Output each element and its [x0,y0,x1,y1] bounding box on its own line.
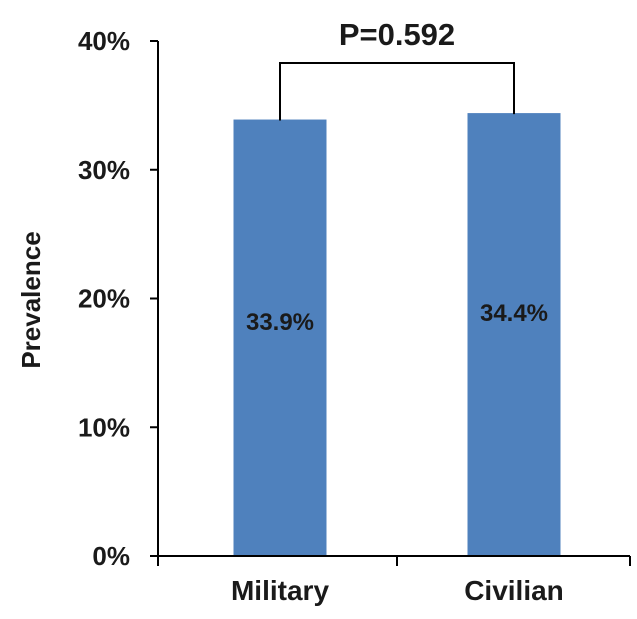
y-axis-ticks: 0% 10% 20% 30% 40% [78,26,158,571]
x-axis-ticks: Military Civilian [157,556,631,606]
y-tick-label: 20% [78,284,130,314]
significance-bracket [279,62,515,121]
data-labels: 33.9% 34.4% [246,300,548,336]
bars [233,113,561,556]
bar-military [233,119,327,556]
y-axis-label: Prevalence [16,231,46,368]
bar-civilian [467,113,561,556]
x-tick-label: Civilian [464,575,564,606]
y-tick-label: 30% [78,155,130,185]
y-tick-label: 40% [78,26,130,56]
y-tick-label: 0% [92,541,130,571]
p-value-label: P=0.592 [339,17,455,52]
data-label: 33.9% [246,309,314,336]
significance-annotation: P=0.592 [279,17,515,121]
x-tick-label: Military [231,575,329,606]
data-label: 34.4% [480,300,548,327]
y-tick-label: 10% [78,412,130,442]
axes [157,41,630,557]
